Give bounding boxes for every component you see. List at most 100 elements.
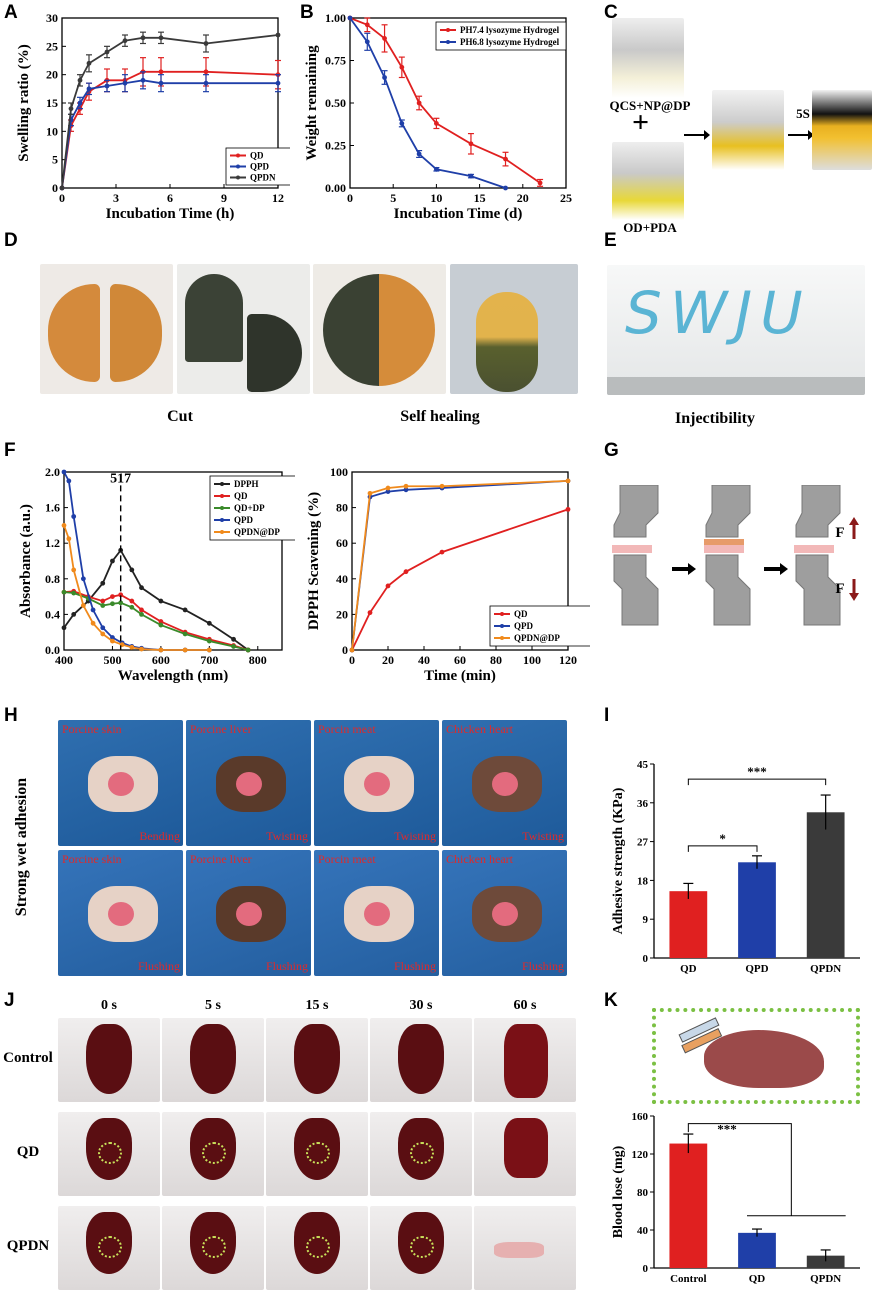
photo-h-top-3: Chicken heart Twisting (442, 720, 567, 846)
photo-cut-yellow (40, 264, 173, 394)
data-point (364, 22, 370, 28)
chart-f-absorbance: 400 500 600 700 800 0.0 0.4 0.8 1.2 1.6 2.0 Wavelen… (18, 465, 295, 683)
y-tick-label: 1.00 (325, 11, 346, 25)
x-tick-label: 0 (349, 653, 355, 667)
data-point (158, 619, 164, 624)
significance-bracket (687, 778, 827, 786)
time-header: 0 s (101, 998, 117, 1013)
data-point (439, 483, 445, 489)
clamp-upper (795, 485, 841, 538)
data-point (416, 151, 422, 157)
x-tick-label: 700 (200, 653, 218, 667)
panel-d: Cut Self healing (40, 264, 580, 434)
data-point (206, 620, 212, 626)
data-point (468, 141, 474, 147)
time-header: 60 s (513, 998, 537, 1013)
vial-label-2: OD+PDA (623, 220, 677, 235)
clamp-lower (795, 554, 841, 626)
tissue-label: Porcine skin (62, 852, 122, 866)
y-tick-label: 80 (637, 1187, 649, 1199)
data-point (129, 598, 135, 604)
photo-j-0-0 (58, 1018, 160, 1102)
data-point (139, 585, 144, 591)
photo-j-0-3 (370, 1018, 472, 1102)
data-point (61, 625, 67, 631)
data-point (100, 580, 106, 586)
x-tick-label: 400 (55, 653, 73, 667)
data-point (80, 603, 86, 608)
data-point (206, 647, 212, 653)
data-point (100, 631, 106, 637)
photo-cut-black (177, 264, 310, 394)
photo-j-1-1 (162, 1112, 264, 1196)
y-tick-label: 9 (643, 914, 649, 926)
arrow-icon (684, 130, 710, 140)
action-label: Flushing (265, 959, 308, 973)
y-tick-label: 15 (46, 96, 58, 110)
data-point (71, 612, 77, 617)
time-header: 5 s (205, 998, 221, 1013)
data-point (90, 620, 96, 626)
data-point (503, 156, 508, 162)
significance-mark: *** (747, 764, 767, 779)
x-tick-label: 20 (382, 653, 394, 667)
photo-h-top-0: Porcine skin Bending (58, 720, 183, 846)
data-point (139, 646, 144, 652)
chart-k-bloodloss: 0 40 80 120 160 Blood lose (mg) Control QD QPDN *… (611, 1111, 860, 1285)
panel-label-f: F (4, 440, 16, 461)
tissue-label: Porcine liver (190, 722, 252, 736)
y-tick-label: 60 (336, 536, 348, 550)
data-point (231, 636, 236, 642)
liver-schematic (652, 1008, 860, 1104)
panel-label-i: I (604, 705, 610, 726)
plus-sign: + (632, 106, 650, 139)
data-point (129, 644, 135, 650)
photo-h-top-1: Porcine liver Twisting (186, 720, 311, 846)
data-point (66, 478, 72, 484)
y-tick-label: 30 (46, 11, 58, 25)
y-tick-label: 45 (637, 759, 649, 771)
data-point (367, 610, 373, 616)
data-point (86, 86, 92, 92)
x-axis-label: Incubation Time (h) (106, 206, 235, 222)
force-label: F (835, 581, 844, 597)
y-tick-label: 20 (46, 68, 58, 82)
action-label: Twisting (522, 829, 564, 843)
data-point (399, 64, 405, 70)
data-point (61, 523, 67, 528)
data-point (347, 15, 353, 21)
data-point (203, 69, 209, 75)
panel-label-e: E (604, 230, 617, 251)
data-point (349, 647, 355, 653)
y-axis-label: Weight remaining (304, 45, 320, 161)
data-point (203, 80, 209, 86)
legend-entry: QPDN@DP (514, 633, 560, 643)
row-label: QD (16, 1144, 40, 1160)
x-tick-label: 5 (390, 191, 396, 205)
x-tick-label: 500 (103, 653, 121, 667)
data-point (139, 607, 144, 613)
action-label: Flushing (137, 959, 180, 973)
data-point (245, 647, 251, 653)
y-tick-label: 1.6 (45, 501, 60, 515)
panel-j: 0 s 5 s 15 s 30 s 60 s Control QD QPDN (0, 998, 590, 1291)
x-tick-label: 120 (559, 653, 577, 667)
caption-self-healing: Self healing (400, 408, 480, 425)
arrow-down-icon (849, 593, 859, 601)
data-point (129, 567, 135, 573)
data-point (77, 100, 83, 106)
panel-label-g: G (604, 440, 619, 461)
legend-entry: QPD (514, 621, 533, 631)
tissue-label: Porcin meat (318, 852, 376, 866)
time-header: 30 s (409, 998, 433, 1013)
data-point (100, 603, 106, 608)
y-axis-label: Adhesive strength (KPa) (611, 787, 626, 934)
y-tick-label: 80 (336, 501, 348, 515)
legend-entry: QPDN (250, 173, 276, 183)
category-label: QD (680, 963, 697, 975)
panel-g-diagram: FF (612, 485, 859, 626)
photo-injectibility: SWJU (607, 265, 865, 395)
photo-j-2-0 (58, 1206, 160, 1290)
chart-i-adhesive: 0 9 18 27 36 45 Adhesive strength (KPa) QD QPD QP… (611, 759, 860, 975)
x-tick-label: 20 (517, 191, 529, 205)
